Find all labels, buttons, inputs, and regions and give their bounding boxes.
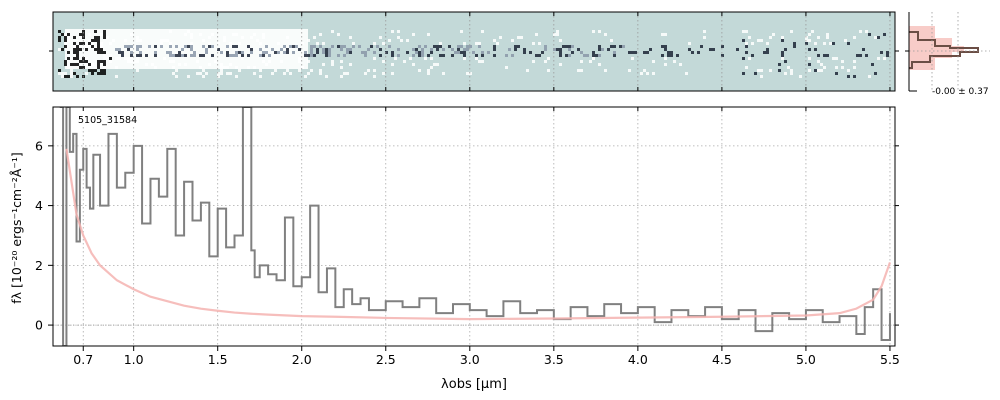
spectrum-2d-pixels — [58, 30, 889, 78]
x-tick-label: 2.0 — [292, 352, 312, 367]
x-tick-label: 5.0 — [796, 352, 816, 367]
y-ticks: 0 2 4 6 — [35, 138, 899, 333]
x-tick-label: 4.5 — [712, 352, 732, 367]
x-tick-label: 5.5 — [880, 352, 900, 367]
object-label-box — [74, 111, 148, 127]
x-tick-label: 1.5 — [208, 352, 228, 367]
spectrum-1d-frame — [52, 106, 896, 347]
spectrum-1d-panel: 0.7 1.0 1.5 2.0 2.5 3.0 3.5 4.0 4.5 5.0 5.5 0 2 4 6 5… — [9, 106, 900, 392]
y-tick-label: 0 — [35, 318, 43, 333]
x-ticks: 0.7 1.0 1.5 2.0 2.5 3.0 3.5 4.0 4.5 5.0 5.5 — [73, 107, 900, 367]
x-tick-label: 4.0 — [628, 352, 648, 367]
spectrum-2d-frame — [52, 11, 896, 92]
profile-fill — [909, 26, 964, 70]
series-0-line — [59, 107, 891, 346]
x-axis-label: λobs [μm] — [441, 377, 507, 392]
spectrum-2d-panel — [49, 11, 899, 92]
y-axis-label: fλ [10⁻²⁰ ergs⁻¹cm⁻²Å⁻¹] — [9, 152, 24, 304]
profile-panel: -0.00 ± 0.37 — [905, 12, 990, 97]
x-tick-label: 2.5 — [376, 352, 396, 367]
y-tick-label: 2 — [35, 258, 43, 273]
object-label: 5105_31584 — [78, 115, 137, 126]
y-tick-label: 6 — [35, 138, 43, 153]
profile-annotation: -0.00 ± 0.37 — [932, 87, 989, 97]
series-1-line — [65, 148, 891, 321]
x-tick-label: 1.0 — [124, 352, 144, 367]
profile-line — [909, 31, 979, 69]
y-tick-label: 4 — [35, 198, 43, 213]
x-tick-label: 3.5 — [544, 352, 564, 367]
x-tick-label: 0.7 — [73, 352, 93, 367]
x-tick-label: 3.0 — [460, 352, 480, 367]
series-lines — [59, 107, 891, 346]
